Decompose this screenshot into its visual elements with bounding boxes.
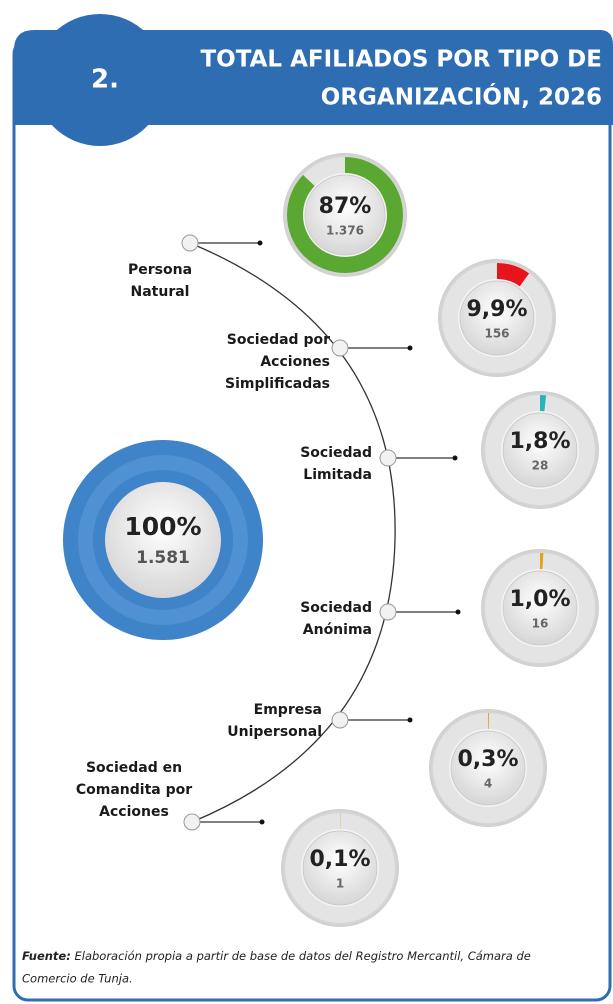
header-title: TOTAL AFILIADOS POR TIPO DE bbox=[200, 47, 602, 73]
connector-arc bbox=[189, 242, 396, 823]
connector-dot bbox=[455, 609, 461, 615]
total-center bbox=[105, 482, 221, 598]
connector-dot bbox=[257, 240, 263, 246]
node bbox=[379, 449, 397, 467]
item-pct: 0,3% bbox=[457, 747, 518, 772]
item-label: Sociedad por bbox=[227, 332, 330, 348]
item-label: Acciones bbox=[99, 804, 169, 820]
footer: Fuente: Elaboración propia a partir de b… bbox=[22, 949, 531, 963]
node bbox=[183, 813, 201, 831]
item-label: Simplificadas bbox=[225, 376, 330, 392]
gauge-arc bbox=[433, 713, 543, 823]
item-count: 16 bbox=[532, 617, 549, 631]
item-label: Anónima bbox=[303, 622, 372, 638]
item-label: Persona bbox=[128, 262, 192, 278]
connector-dot bbox=[407, 717, 413, 723]
item-pct: 1,8% bbox=[509, 429, 570, 454]
node bbox=[331, 711, 349, 729]
item-count: 4 bbox=[484, 777, 492, 791]
footer-text: Elaboración propia a partir de base de d… bbox=[74, 949, 530, 963]
item-count: 1 bbox=[336, 877, 344, 891]
header-badge bbox=[34, 14, 166, 146]
gauge-center bbox=[502, 412, 578, 488]
gauge-center bbox=[502, 570, 578, 646]
item-pct: 87% bbox=[319, 194, 372, 219]
item-label: Limitada bbox=[303, 467, 372, 483]
item-pct: 9,9% bbox=[466, 297, 527, 322]
footer-text: Comercio de Tunja. bbox=[22, 972, 133, 986]
item-label: Sociedad bbox=[300, 445, 372, 461]
header-title: ORGANIZACIÓN, 2026 bbox=[321, 83, 602, 111]
total-count: 1.581 bbox=[136, 548, 190, 568]
gauge-arc bbox=[287, 157, 403, 273]
item-pct: 1,0% bbox=[509, 587, 570, 612]
item-label: Unipersonal bbox=[227, 724, 322, 740]
item-pct: 0,1% bbox=[309, 847, 370, 872]
header-band bbox=[14, 30, 613, 125]
item-label: Sociedad en bbox=[86, 760, 182, 776]
item-count: 28 bbox=[532, 459, 549, 473]
gauge-arc bbox=[442, 263, 552, 373]
item-count: 1.376 bbox=[326, 224, 364, 238]
node bbox=[331, 339, 349, 357]
connector-dot bbox=[259, 819, 265, 825]
item-label: Acciones bbox=[260, 354, 330, 370]
gauge-arc bbox=[285, 813, 395, 923]
node bbox=[379, 603, 397, 621]
item-count: 156 bbox=[484, 327, 509, 341]
item-label: Comandita por bbox=[76, 782, 192, 798]
total-pct: 100% bbox=[124, 512, 201, 541]
item-label: Sociedad bbox=[300, 600, 372, 616]
gauge-arc bbox=[485, 553, 595, 663]
gauge-center bbox=[302, 830, 378, 906]
item-label: Empresa bbox=[254, 702, 322, 718]
gauge-center bbox=[450, 730, 526, 806]
connector-dot bbox=[407, 345, 413, 351]
header-number: 2. bbox=[91, 65, 119, 95]
item-label: Natural bbox=[131, 284, 190, 300]
connector-dot bbox=[452, 455, 458, 461]
gauge-center bbox=[459, 280, 535, 356]
gauge-center bbox=[304, 174, 386, 256]
total-gauge: 100% 1.581 bbox=[63, 440, 263, 640]
gauge-arc bbox=[485, 395, 595, 505]
node bbox=[181, 234, 199, 252]
footer-label: Fuente: bbox=[22, 949, 71, 963]
